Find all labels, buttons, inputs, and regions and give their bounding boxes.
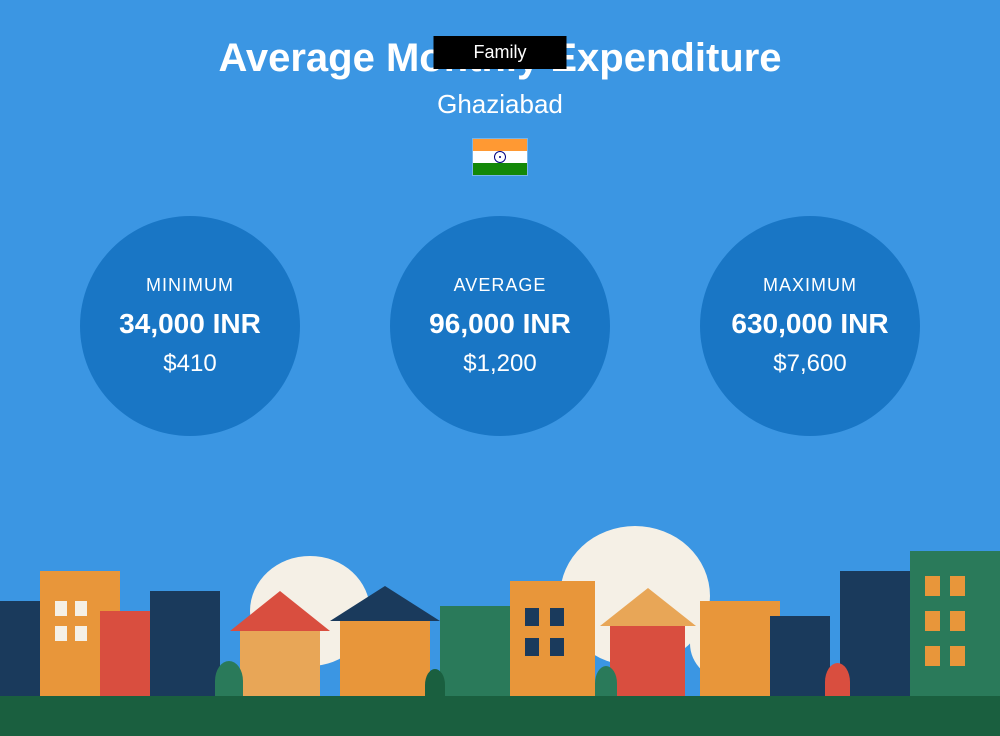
window-shape: [75, 601, 87, 616]
stat-value-usd: $7,600: [773, 350, 846, 378]
window-shape: [55, 601, 67, 616]
window-shape: [550, 638, 564, 656]
stat-value-inr: 96,000 INR: [429, 308, 571, 340]
window-shape: [75, 626, 87, 641]
roof-shape: [330, 586, 440, 621]
roof-shape: [230, 591, 330, 631]
building-shape: [150, 591, 220, 701]
window-shape: [950, 611, 965, 631]
window-shape: [950, 646, 965, 666]
building-shape: [440, 606, 510, 701]
roof-shape: [600, 588, 696, 626]
stat-value-inr: 34,000 INR: [119, 308, 261, 340]
building-shape: [840, 571, 910, 701]
cityscape-illustration: [0, 536, 1000, 736]
window-shape: [950, 576, 965, 596]
category-badge: Family: [434, 36, 567, 69]
window-shape: [55, 626, 67, 641]
stat-label: AVERAGE: [454, 275, 547, 296]
stats-container: MINIMUM 34,000 INR $410 AVERAGE 96,000 I…: [0, 216, 1000, 436]
flag-saffron-stripe: [473, 139, 527, 151]
flag-green-stripe: [473, 163, 527, 175]
house-shape: [610, 626, 685, 701]
house-shape: [340, 621, 430, 701]
country-flag-icon: [472, 138, 528, 176]
window-shape: [925, 646, 940, 666]
city-subtitle: Ghaziabad: [0, 89, 1000, 120]
house-shape: [240, 631, 320, 701]
stat-circle-minimum: MINIMUM 34,000 INR $410: [80, 216, 300, 436]
window-shape: [925, 611, 940, 631]
tree-shape: [215, 661, 243, 701]
stat-label: MAXIMUM: [763, 275, 857, 296]
stat-value-usd: $1,200: [463, 350, 536, 378]
window-shape: [525, 638, 539, 656]
stat-label: MINIMUM: [146, 275, 234, 296]
building-shape: [770, 616, 830, 701]
flag-white-stripe: [473, 151, 527, 163]
window-shape: [525, 608, 539, 626]
flag-chakra-icon: [494, 151, 506, 163]
building-shape: [700, 601, 780, 701]
stat-circle-maximum: MAXIMUM 630,000 INR $7,600: [700, 216, 920, 436]
stat-value-usd: $410: [163, 350, 216, 378]
ground-shape: [0, 696, 1000, 736]
stat-circle-average: AVERAGE 96,000 INR $1,200: [390, 216, 610, 436]
window-shape: [925, 576, 940, 596]
window-shape: [550, 608, 564, 626]
stat-value-inr: 630,000 INR: [731, 308, 888, 340]
